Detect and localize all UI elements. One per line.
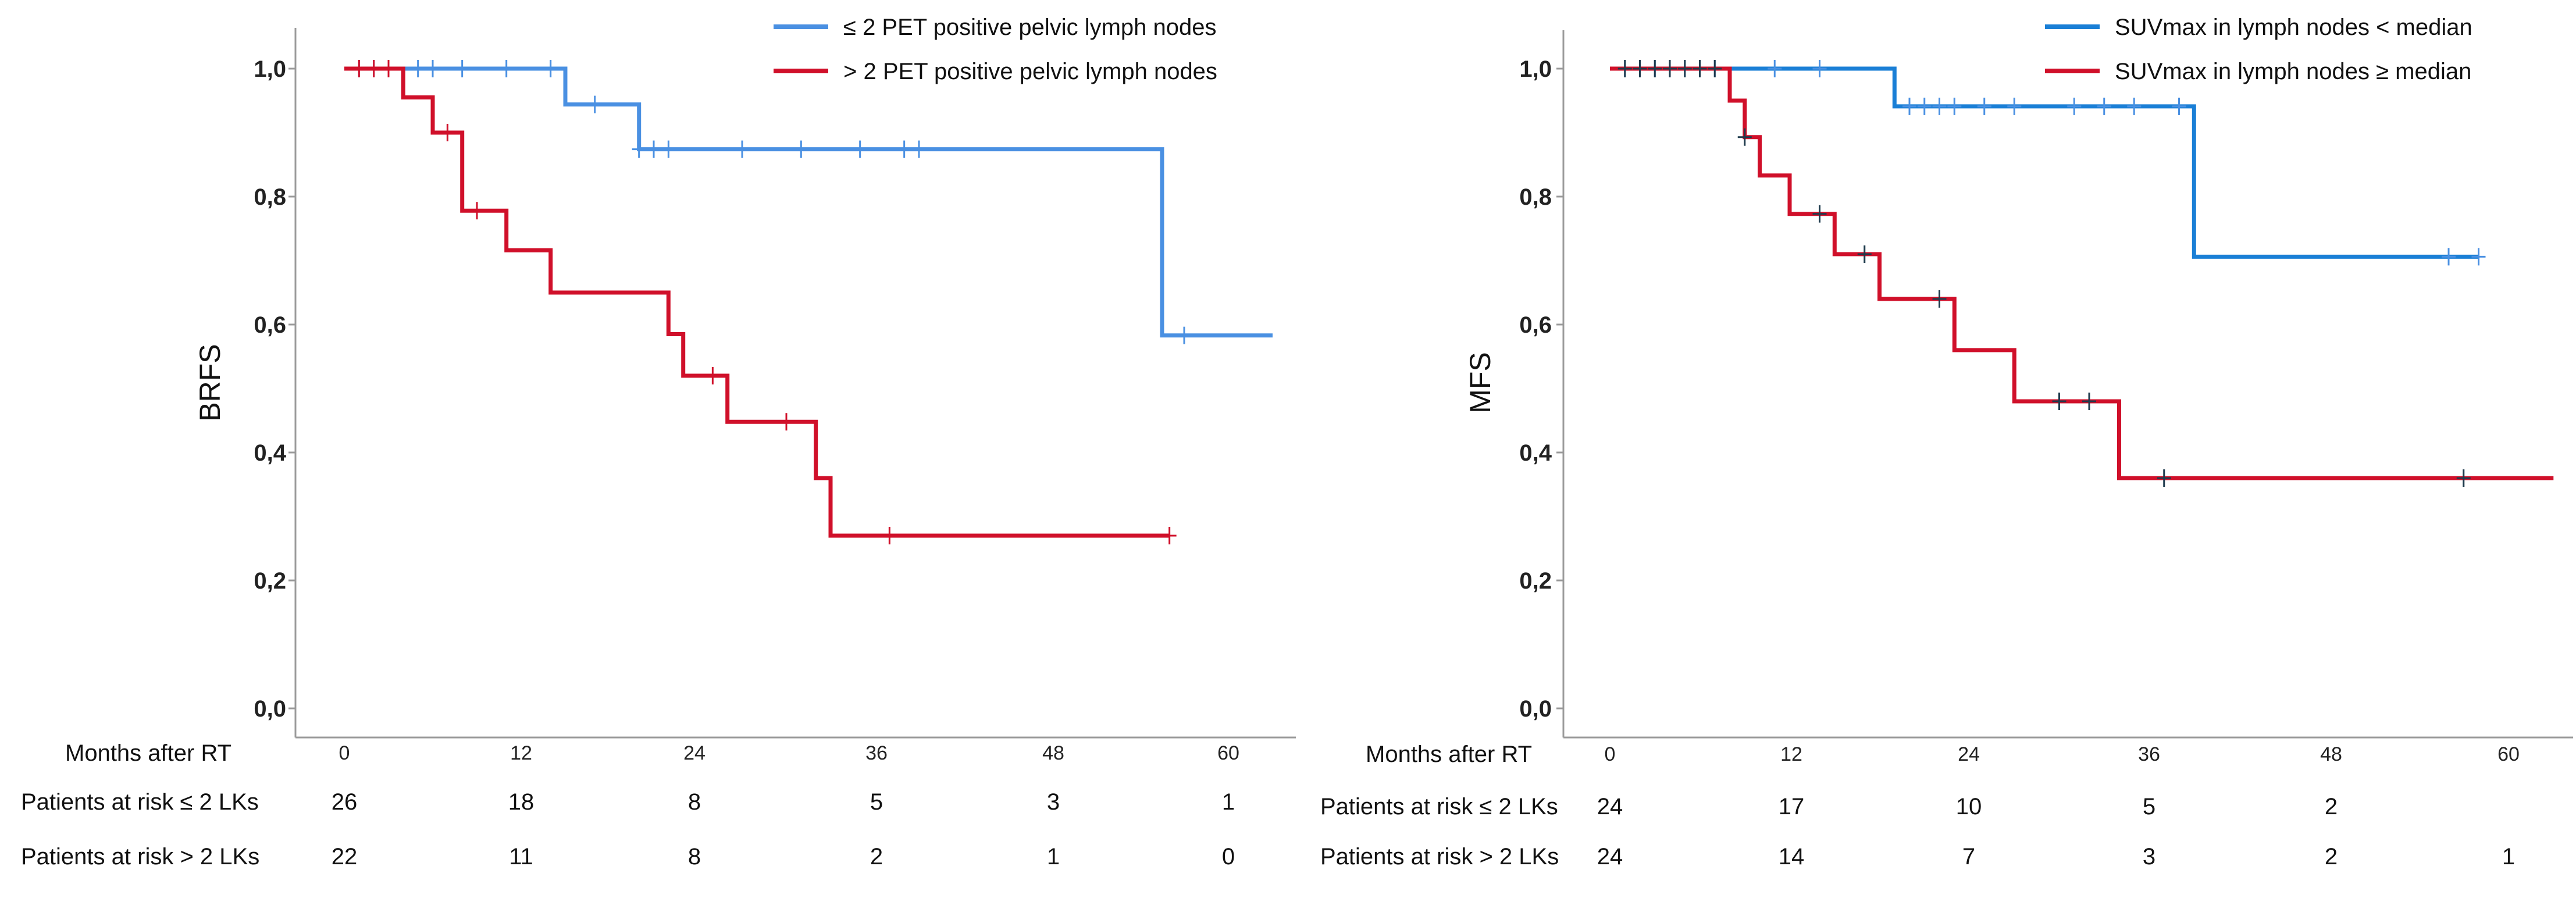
risk-table-value: 24 — [1597, 794, 1623, 819]
y-axis-title: BRFS — [194, 344, 226, 421]
risk-table-value: 17 — [1779, 794, 1805, 819]
y-tick-label: 0,8 — [1519, 184, 1552, 210]
x-tick-label: 48 — [1042, 742, 1064, 764]
risk-table-value: 8 — [688, 844, 701, 870]
survival-curve-high — [1610, 66, 2554, 480]
y-tick-label: 0,2 — [1519, 568, 1552, 594]
risk-table-value: 5 — [870, 789, 883, 815]
risk-table-row-label: Patients at risk > 2 LKs — [21, 844, 259, 870]
survival-curve-high — [344, 66, 1170, 538]
risk-table-value: 11 — [509, 844, 533, 870]
risk-table-row-label: Patients at risk ≤ 2 LKs — [21, 789, 259, 815]
risk-table-row-label: Patients at risk > 2 LKs — [1320, 844, 1559, 870]
risk-table-header: Months after RT — [65, 740, 231, 766]
y-tick-label: 1,0 — [1519, 56, 1552, 82]
risk-table-value: 18 — [508, 789, 535, 815]
risk-table-value: 3 — [1047, 789, 1060, 815]
risk-table-value: 2 — [870, 844, 883, 870]
x-tick-label: 0 — [339, 742, 350, 764]
x-tick-label: 0 — [1605, 743, 1616, 765]
risk-table-header: Months after RT — [1366, 742, 1532, 767]
risk-table-value: 2 — [2325, 844, 2338, 870]
risk-table-value: 22 — [332, 844, 358, 870]
legend-label-high: > 2 PET positive pelvic lymph nodes — [843, 59, 1217, 84]
x-tick-label: 36 — [2138, 743, 2160, 765]
risk-table-value: 26 — [332, 789, 358, 815]
x-tick-label: 24 — [683, 742, 706, 764]
x-tick-label: 12 — [1780, 743, 1802, 765]
y-tick-label: 0,8 — [254, 184, 286, 210]
y-tick-label: 0,4 — [254, 440, 286, 466]
legend-label-high: SUVmax in lymph nodes ≥ median — [2115, 59, 2471, 84]
risk-table-value: 14 — [1779, 844, 1805, 870]
risk-table-value: 0 — [1222, 844, 1235, 870]
risk-table-value: 1 — [2502, 844, 2515, 870]
x-tick-label: 60 — [2497, 743, 2520, 765]
risk-table-value: 24 — [1597, 844, 1623, 870]
y-axis-title: MFS — [1464, 352, 1497, 414]
y-tick-label: 0,0 — [254, 696, 286, 722]
risk-table-value: 10 — [1956, 794, 1982, 819]
risk-table-value: 5 — [2143, 794, 2155, 819]
x-tick-label: 60 — [1217, 742, 1239, 764]
risk-table-value: 1 — [1222, 789, 1235, 815]
risk-table-value: 7 — [1962, 844, 1975, 870]
y-tick-label: 0,6 — [254, 312, 286, 338]
legend-label-low: ≤ 2 PET positive pelvic lymph nodes — [843, 15, 1217, 40]
risk-table-value: 2 — [2325, 794, 2338, 819]
risk-table-value: 3 — [2143, 844, 2155, 870]
y-tick-label: 1,0 — [254, 56, 286, 82]
x-tick-label: 12 — [510, 742, 532, 764]
survival-curve-low — [1610, 66, 2479, 259]
mfs-panel: 0,0 0,2 0,4 0,6 0,8 1,0 MFS SUVmax in lymph nod… — [1320, 15, 2573, 870]
risk-table-value: 8 — [688, 789, 701, 815]
y-tick-label: 0,6 — [1519, 312, 1552, 338]
legend-label-low: SUVmax in lymph nodes < median — [2115, 15, 2472, 40]
survival-curve-low — [344, 66, 1273, 338]
x-tick-label: 36 — [865, 742, 888, 764]
x-tick-label: 48 — [2320, 743, 2342, 765]
risk-table-row-label: Patients at risk ≤ 2 LKs — [1320, 794, 1558, 819]
y-tick-label: 0,0 — [1519, 696, 1552, 722]
brfs-panel: 0,0 0,2 0,4 0,6 0,8 1,0 BRFS ≤ 2 PET positive p… — [21, 15, 1296, 870]
y-tick-label: 0,2 — [254, 568, 286, 594]
y-tick-label: 0,4 — [1519, 440, 1552, 466]
risk-table-value: 1 — [1047, 844, 1060, 870]
x-tick-label: 24 — [1958, 743, 1980, 765]
